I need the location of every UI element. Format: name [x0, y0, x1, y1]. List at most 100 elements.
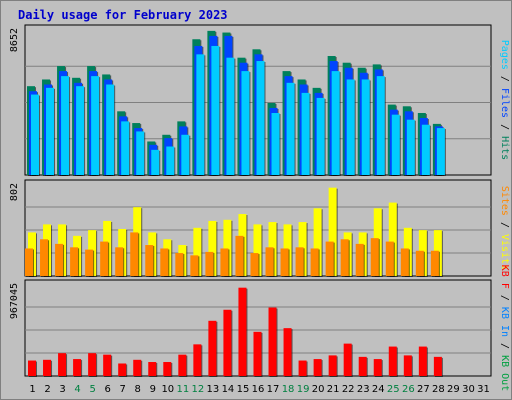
- bar-kb-f-day-22: [343, 343, 352, 376]
- bar-pages-day-17: [271, 112, 280, 175]
- bar-sites-day-8: [130, 232, 139, 276]
- bar-pages-day-10: [166, 146, 175, 175]
- bar-sites-day-5: [85, 249, 94, 276]
- bar-pages-day-7: [121, 121, 130, 175]
- bar-pages-day-22: [346, 79, 355, 175]
- panel-1-legend: Pages / Files / Hits: [499, 40, 510, 160]
- bar-kb-f-day-17: [268, 307, 277, 376]
- bar-kb-f-day-19: [298, 360, 307, 376]
- day-label-20: 20: [312, 384, 325, 395]
- bar-sites-day-17: [265, 247, 274, 276]
- panel-2-ymax-label: 802: [9, 183, 20, 201]
- bar-kb-f-day-27: [418, 346, 427, 376]
- bar-kb-f-day-10: [163, 362, 172, 376]
- day-label-6: 6: [104, 384, 110, 395]
- day-label-22: 22: [342, 384, 355, 395]
- bar-pages-day-12: [196, 54, 205, 175]
- bar-pages-day-2: [46, 87, 55, 175]
- bar-kb-f-day-2: [43, 359, 52, 376]
- bar-pages-day-1: [31, 94, 39, 175]
- bar-pages-day-14: [226, 57, 235, 176]
- bar-sites-day-11: [175, 253, 184, 276]
- day-label-18: 18: [282, 384, 295, 395]
- bar-kb-f-day-8: [133, 359, 142, 376]
- bar-sites-day-10: [160, 248, 169, 276]
- panel-3-legend: KB F / KB In / KB Out: [499, 265, 510, 391]
- bar-pages-day-18: [286, 82, 295, 175]
- bar-pages-day-24: [376, 76, 385, 175]
- bar-kb-f-day-14: [223, 309, 232, 376]
- bar-kb-f-day-25: [388, 346, 397, 376]
- bar-kb-f-day-13: [208, 320, 217, 376]
- bar-sites-day-12: [190, 255, 199, 276]
- bar-sites-day-28: [430, 250, 439, 276]
- bar-kb-f-day-11: [178, 354, 187, 376]
- bar-pages-day-4: [76, 86, 85, 175]
- bar-sites-day-3: [55, 243, 64, 276]
- bar-pages-day-6: [106, 84, 115, 175]
- bar-kb-f-day-7: [118, 363, 127, 376]
- day-label-5: 5: [89, 384, 95, 395]
- bar-pages-day-8: [136, 131, 145, 175]
- day-label-13: 13: [207, 384, 220, 395]
- bar-sites-day-1: [25, 248, 33, 276]
- bar-sites-day-13: [205, 251, 214, 276]
- bar-visits-day-20: [313, 208, 322, 276]
- bar-kb-f-day-4: [73, 359, 82, 376]
- bar-sites-day-2: [40, 239, 49, 276]
- bar-pages-day-11: [181, 134, 190, 175]
- bar-kb-f-day-9: [148, 362, 157, 376]
- bar-pages-day-21: [331, 71, 340, 175]
- bar-pages-day-9: [151, 149, 160, 175]
- bar-sites-day-19: [295, 247, 304, 276]
- legend-visits: Visits: [499, 234, 510, 270]
- bar-visits-day-12: [193, 227, 202, 276]
- bar-kb-f-day-18: [283, 328, 292, 376]
- legend-kb-in: KB In: [499, 307, 510, 337]
- bar-kb-f-day-24: [373, 359, 382, 376]
- chart-title: Daily usage for February 2023: [18, 8, 228, 22]
- bar-sites-day-9: [145, 245, 154, 276]
- day-label-23: 23: [357, 384, 370, 395]
- bar-kb-f-day-15: [238, 287, 247, 376]
- day-label-21: 21: [327, 384, 340, 395]
- bar-pages-day-19: [301, 92, 310, 175]
- bar-sites-day-15: [235, 235, 244, 276]
- day-label-11: 11: [176, 384, 189, 395]
- day-label-26: 26: [402, 384, 415, 395]
- bar-pages-day-25: [391, 114, 400, 175]
- bar-pages-day-23: [361, 79, 370, 175]
- bar-sites-day-25: [385, 241, 394, 276]
- bar-visits-day-13: [208, 220, 217, 276]
- bar-sites-day-24: [370, 238, 379, 276]
- bar-pages-day-5: [91, 76, 100, 175]
- day-label-8: 8: [135, 384, 141, 395]
- bar-sites-day-18: [280, 248, 289, 276]
- day-label-25: 25: [387, 384, 400, 395]
- bar-kb-f-day-20: [313, 359, 322, 376]
- bar-kb-f-day-23: [358, 356, 367, 376]
- legend-sites: Sites: [499, 186, 510, 216]
- bar-pages-day-15: [241, 71, 250, 175]
- bar-kb-f-day-16: [253, 331, 262, 376]
- bar-sites-day-16: [250, 253, 259, 276]
- day-label-12: 12: [192, 384, 205, 395]
- panel-2-legend: Sites / Visits: [499, 186, 510, 270]
- day-label-7: 7: [120, 384, 126, 395]
- bar-kb-f-day-6: [103, 354, 112, 376]
- day-label-28: 28: [432, 384, 445, 395]
- bar-kb-f-day-28: [433, 356, 442, 376]
- bar-pages-day-26: [406, 119, 415, 175]
- day-label-19: 19: [297, 384, 310, 395]
- bar-kb-f-day-5: [88, 353, 97, 376]
- legend-kb-out: KB Out: [499, 355, 510, 391]
- legend-kb-f: KB F: [499, 265, 510, 289]
- bar-pages-day-16: [256, 61, 265, 175]
- bar-pages-day-28: [436, 128, 445, 175]
- bar-pages-day-27: [421, 124, 430, 175]
- bar-pages-day-3: [61, 76, 70, 175]
- bar-sites-day-20: [310, 248, 319, 276]
- day-label-15: 15: [237, 384, 250, 395]
- panel-1-ymax-label: 8652: [9, 28, 20, 52]
